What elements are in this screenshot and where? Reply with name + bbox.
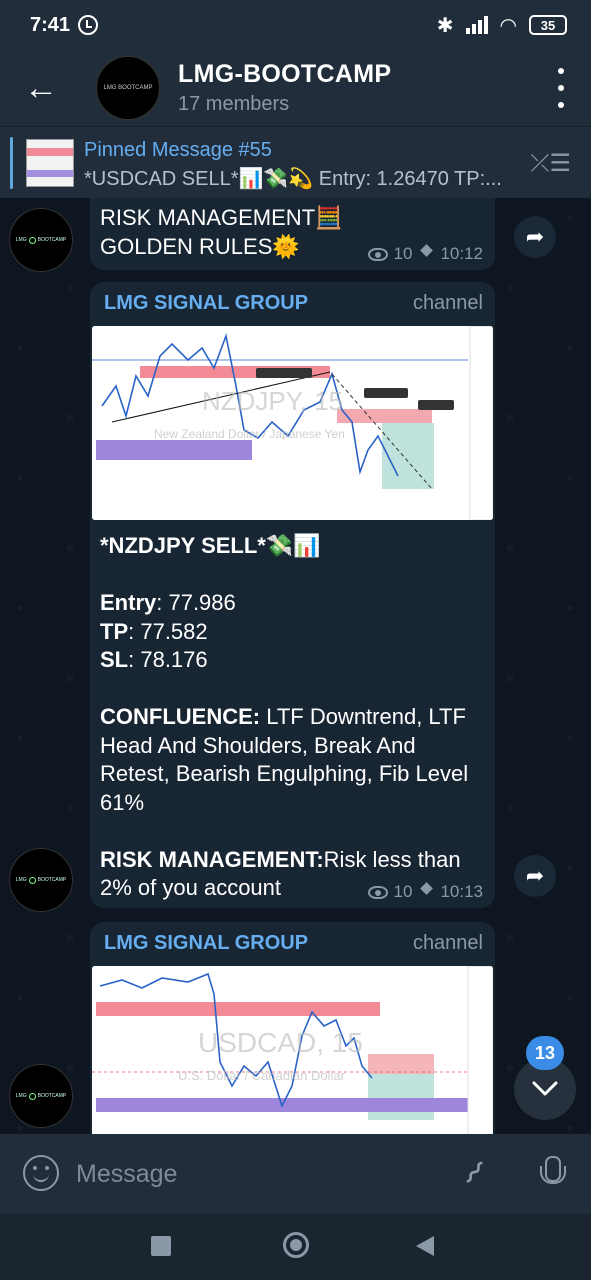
member-count: 17 members: [178, 93, 290, 115]
message-meta: 10 10:12: [367, 244, 483, 264]
battery-icon: 35: [529, 15, 567, 35]
pinned-title: Pinned Message #55: [84, 139, 272, 161]
confluence-text: CONFLUENCE: LTF Downtrend, LTF Head And …: [100, 704, 469, 815]
group-title-block[interactable]: LMG-BOOTCAMP 17 members: [178, 60, 391, 116]
view-count: 10: [393, 882, 413, 901]
emoji-icon[interactable]: [23, 1155, 59, 1191]
sender-avatar[interactable]: LMG BOOTCAMP: [9, 848, 73, 912]
pin-icon: [418, 246, 434, 262]
recents-icon[interactable]: [151, 1236, 171, 1256]
sender-name[interactable]: LMG SIGNAL GROUP: [104, 292, 309, 314]
signal-icon: [465, 16, 488, 34]
sender-name[interactable]: LMG SIGNAL GROUP: [104, 932, 309, 954]
tp-line: TP: 77.582: [100, 618, 208, 644]
status-bar: 7:41 ✱ ◠ 35: [0, 0, 591, 50]
target-zone: [382, 423, 434, 489]
entry-line: Entry: 77.986: [100, 590, 236, 615]
pinned-message-bar[interactable]: Pinned Message #55 *USDCAD SELL*📊💸💫 Entr…: [0, 126, 591, 198]
chat-area[interactable]: LMG BOOTCAMP RISK MANAGEMENT🧮 GOLDEN RULE…: [0, 198, 591, 1134]
battery-level: 35: [540, 17, 556, 33]
forward-button[interactable]: ➦: [514, 855, 556, 897]
lmg-logo-icon: LMG BOOTCAMP: [15, 236, 67, 244]
more-menu-icon[interactable]: [557, 68, 565, 108]
chart-watermark-subtitle: New Zealand Dollar / Japanese Yen: [154, 427, 345, 441]
chart-image[interactable]: USDCAD, 15 U.S. Dollar / Canadian Dollar: [92, 966, 493, 1134]
risk-text: RISK MANAGEMENT:Risk less than 2% of you…: [100, 846, 461, 901]
chat-header: ← LMG BOOTCAMP LMG-BOOTCAMP 17 members: [0, 50, 591, 126]
sender-role: channel: [412, 292, 483, 314]
pinned-list-icon[interactable]: ⤫☰: [530, 150, 571, 177]
attach-icon[interactable]: ⌇: [456, 1154, 492, 1192]
message-bubble[interactable]: LMG SIGNAL GROUP channel USDCAD, 15 U.S.…: [90, 922, 495, 1134]
group-avatar-text: LMG BOOTCAMP: [103, 85, 153, 91]
system-nav-bar: [0, 1214, 591, 1280]
home-icon[interactable]: [283, 1232, 309, 1258]
pinned-preview: *USDCAD SELL*📊💸💫 Entry: 1.26470 TP:...: [84, 168, 502, 190]
views-icon: [367, 885, 388, 899]
chevron-down-icon: [532, 1081, 558, 1096]
message-line: GOLDEN RULES🌞: [100, 233, 300, 259]
resistance-zone: [337, 409, 432, 423]
message-meta: 10 10:13: [367, 882, 483, 902]
status-time: 7:41: [30, 13, 71, 36]
sl-line: SL: 78.176: [100, 647, 208, 672]
pinned-indicator: [10, 137, 13, 189]
sender-role: channel: [412, 932, 483, 954]
back-button[interactable]: ←: [0, 50, 82, 126]
wifi-icon: ◠: [499, 14, 517, 37]
message-bubble[interactable]: RISK MANAGEMENT🧮 GOLDEN RULES🌞 10 10:12: [90, 198, 495, 270]
message-time: 10:12: [440, 244, 483, 263]
message-bubble[interactable]: LMG SIGNAL GROUP channel NZDJPY, 15 New …: [90, 282, 495, 908]
bluetooth-icon: ✱: [436, 14, 454, 37]
pin-icon: [418, 884, 434, 900]
share-arrow-icon: ➦: [525, 863, 545, 888]
lmg-logo-icon: LMG BOOTCAMP: [15, 1092, 67, 1100]
back-arrow-icon: ←: [24, 68, 58, 107]
message-time: 10:13: [440, 882, 483, 901]
group-avatar[interactable]: LMG BOOTCAMP: [96, 56, 160, 120]
microphone-icon[interactable]: [540, 1156, 566, 1192]
chart-watermark-title: NZDJPY, 15: [202, 386, 343, 416]
forward-button[interactable]: ➦: [514, 216, 556, 258]
sender-avatar[interactable]: LMG BOOTCAMP: [9, 1064, 73, 1128]
chart-watermark-subtitle: U.S. Dollar / Canadian Dollar: [178, 1068, 346, 1083]
message-composer: ⌇: [0, 1134, 591, 1214]
demand-zone: [96, 440, 252, 460]
alarm-icon: [78, 15, 99, 35]
message-input[interactable]: [76, 1156, 436, 1192]
message-line: RISK MANAGEMENT🧮: [100, 205, 343, 230]
nav-back-icon[interactable]: [416, 1236, 434, 1256]
views-icon: [367, 247, 388, 261]
share-arrow-icon: ➦: [525, 224, 545, 249]
chart-watermark-title: USDCAD, 15: [198, 1027, 363, 1058]
unread-count-badge: 13: [526, 1036, 564, 1070]
view-count: 10: [393, 244, 413, 263]
supply-zone: [96, 1002, 380, 1016]
resistance-zone: [368, 1054, 434, 1074]
pinned-thumbnail: [26, 139, 74, 187]
sender-avatar[interactable]: LMG BOOTCAMP: [9, 208, 73, 272]
group-title: LMG-BOOTCAMP: [178, 60, 392, 88]
signal-heading: *NZDJPY SELL*💸📊: [100, 533, 321, 558]
target-zone: [368, 1074, 434, 1120]
chart-image[interactable]: NZDJPY, 15 New Zealand Dollar / Japanese…: [92, 326, 493, 520]
lmg-logo-icon: LMG BOOTCAMP: [15, 876, 67, 884]
